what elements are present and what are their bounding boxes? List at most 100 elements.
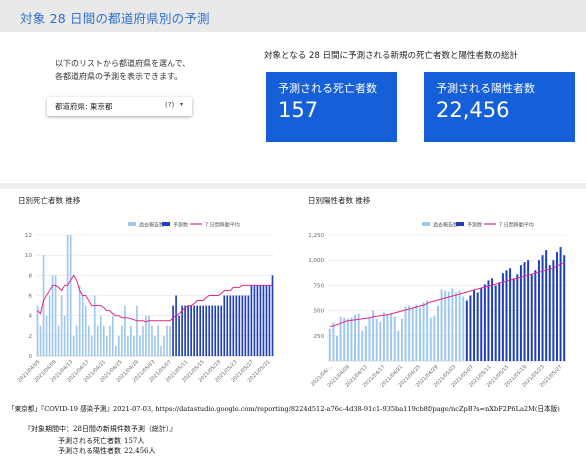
prefecture-dropdown-label: 都道府県: 東京都: [55, 102, 113, 111]
past-bar: [357, 313, 360, 361]
forecast-bar: [199, 305, 202, 356]
legend-label: 予測数: [467, 222, 482, 229]
past-bar: [81, 295, 84, 356]
past-bar: [390, 313, 393, 361]
forecast-bar: [519, 265, 522, 361]
past-bar: [444, 290, 447, 361]
forecast-bar: [487, 280, 490, 361]
past-bar: [127, 335, 129, 356]
past-bar: [118, 335, 120, 356]
forecast-bar: [563, 255, 566, 361]
legend-swatch: [162, 222, 170, 226]
past-bar: [429, 317, 432, 361]
chevron-down-icon: ▾: [180, 101, 184, 108]
past-bar: [397, 330, 400, 361]
cases-chart: 過去報告数 予測数 7 日間移動平均2505007501,0001,2502021/…: [308, 222, 566, 389]
past-bar: [386, 314, 389, 361]
forecast-bar: [548, 265, 551, 361]
past-bar: [408, 305, 411, 361]
past-bar: [339, 316, 342, 361]
forecast-bar: [555, 252, 558, 361]
forecast-bar: [196, 305, 199, 356]
forecast-bar: [235, 295, 238, 356]
forecast-bar: [505, 270, 508, 361]
forecast-bar: [253, 285, 256, 356]
past-bar: [45, 315, 48, 356]
past-bar: [130, 325, 132, 356]
past-bar: [154, 335, 156, 356]
past-bar: [379, 321, 382, 361]
past-bar: [455, 292, 458, 361]
forecast-bar: [187, 305, 189, 356]
forecast-bar: [559, 247, 562, 361]
legend-swatch: [456, 222, 464, 226]
past-bar: [415, 304, 418, 361]
forecast-bar: [465, 300, 468, 361]
forecast-bar: [523, 262, 526, 361]
past-bar: [400, 318, 403, 361]
forecast-bar: [223, 295, 226, 356]
summary-heading: 対象となる 28 日間に予測される新規の死亡者数と陽性者数の総計: [264, 51, 518, 61]
forecast-bar: [178, 315, 180, 356]
forecast-bar: [480, 288, 483, 361]
cases-scorecard: 予測される陽性者数 22,456: [424, 72, 575, 142]
citation-text: 「東京都」『COVID-19 感染予測』2021-07-03, https://…: [8, 405, 560, 413]
forecast-bar: [498, 282, 501, 361]
legend-label: 7 日間移動平均: [499, 222, 534, 229]
past-bar: [462, 296, 465, 361]
deaths-chart-title: 日別死亡者数 推移: [18, 196, 81, 205]
y-tick-label: 1,250: [308, 233, 324, 239]
forecast-bar: [202, 305, 205, 356]
forecast-bar: [512, 278, 515, 361]
past-bar: [354, 314, 357, 361]
y-tick-label: 12: [25, 233, 32, 239]
y-tick-label: 10: [25, 253, 32, 259]
past-bar: [111, 315, 114, 356]
past-bar: [346, 318, 349, 361]
past-bar: [57, 325, 60, 356]
forecast-bar: [256, 285, 259, 356]
past-bar: [382, 312, 385, 361]
forecast-bar: [205, 305, 208, 356]
past-bar: [163, 335, 165, 356]
instructions-text: 以下のリストから都道府県を選んで、 各都道府県の予測を表示できます。: [55, 58, 255, 83]
forecast-bar: [530, 274, 533, 361]
moving-average-line: [329, 262, 565, 328]
past-bar: [451, 288, 454, 361]
past-bar: [139, 335, 141, 356]
prefecture-dropdown[interactable]: 都道府県: 東京都 (?) ▾: [47, 97, 192, 116]
legend-swatch: [128, 222, 136, 226]
cases-chart-panel: 日別陽性者数 推移 過去報告数 予測数 7 日間移動平均 250 500 750 1,000…: [298, 189, 580, 392]
past-bar: [142, 325, 144, 356]
forecast-bar: [541, 255, 544, 361]
past-bar: [42, 255, 45, 356]
y-tick-label: 0: [29, 354, 33, 360]
cases-scorecard-label: 予測される陽性者数: [436, 82, 535, 95]
forecast-bar: [545, 250, 548, 361]
forecast-bar: [259, 285, 262, 356]
past-bar: [105, 335, 108, 356]
past-bar: [84, 305, 87, 356]
forecast-bar: [473, 290, 476, 361]
past-bar: [121, 325, 123, 356]
past-bar: [124, 305, 126, 356]
past-bar: [90, 335, 93, 356]
forecast-bar: [229, 295, 232, 356]
forecast-bar: [238, 295, 241, 356]
forecast-bar: [491, 278, 494, 361]
moving-average-line: [37, 274, 273, 323]
past-bar: [87, 325, 90, 356]
cases-scorecard-value: 22,456: [436, 98, 510, 122]
forecast-bar: [214, 305, 217, 356]
past-bar: [372, 310, 375, 361]
forecast-bar: [232, 295, 235, 356]
help-icon[interactable]: (?): [165, 101, 175, 109]
forecast-bar: [271, 275, 274, 356]
past-bar: [336, 335, 339, 361]
past-bar: [422, 302, 425, 361]
forecast-bar: [516, 274, 519, 361]
forecast-bar: [217, 305, 220, 356]
footer-deaths-label: 予測される死亡者数: [58, 437, 121, 445]
past-bar: [458, 290, 461, 361]
past-bar: [60, 295, 63, 356]
